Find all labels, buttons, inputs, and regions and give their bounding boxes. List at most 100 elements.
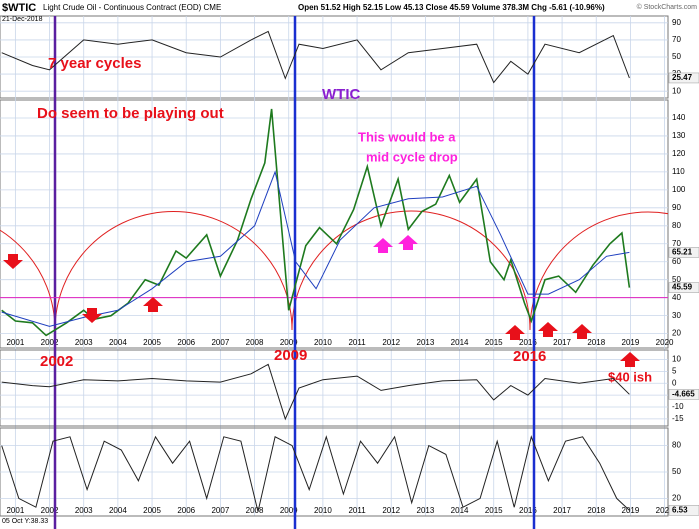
value-marker-box <box>668 72 699 84</box>
x-tick-label: 2012 <box>382 506 400 515</box>
x-tick-label: 2016 <box>519 338 537 347</box>
annotation: Do seem to be playing out <box>37 105 224 122</box>
x-tick-label: 2009 <box>280 506 298 515</box>
x-tick-label: 2005 <box>143 506 161 515</box>
y-tick-label: 10 <box>672 86 681 95</box>
instrument-name: Light Crude Oil - Continuous Contract (E… <box>43 3 221 12</box>
panel-frame <box>0 349 669 427</box>
series-line <box>1 363 630 421</box>
x-tick-label: 2018 <box>587 506 605 515</box>
x-tick-label: 2015 <box>485 338 503 347</box>
x-tick-label: 2013 <box>417 506 435 515</box>
value-marker-label: 25.47 <box>672 73 693 82</box>
x-tick-label: 2017 <box>553 506 571 515</box>
y-tick-label: 100 <box>672 185 686 194</box>
x-tick-label: 2002 <box>41 338 59 347</box>
cycle-arc <box>529 211 668 331</box>
annotation: WTIC <box>322 86 360 103</box>
x-tick-label: 2006 <box>177 338 195 347</box>
y-tick-label: 5 <box>672 366 677 375</box>
x-tick-label: 2014 <box>451 506 469 515</box>
x-tick-label: 2006 <box>177 506 195 515</box>
symbol: $WTIC <box>2 2 36 14</box>
value-marker-label: -4.665 <box>672 389 695 398</box>
y-tick-label: 30 <box>672 311 681 320</box>
value-marker-label: 6.53 <box>672 505 688 514</box>
y-tick-label: 20 <box>672 329 681 338</box>
value-marker-box <box>668 282 699 293</box>
copyright: © StockCharts.com <box>637 3 698 11</box>
value-marker-box <box>668 247 699 258</box>
quote: Open 51.52 High 52.15 Low 45.13 Close 45… <box>298 3 605 12</box>
y-tick-label: 130 <box>672 131 686 140</box>
y-tick-label: 20 <box>672 494 681 503</box>
x-tick-label: 2011 <box>348 338 366 347</box>
series-line <box>1 170 630 327</box>
cycle-arc <box>54 211 293 331</box>
up-arrow <box>373 238 393 253</box>
x-tick-label: 2007 <box>211 506 229 515</box>
value-marker-box <box>668 505 699 516</box>
y-tick-label: 50 <box>672 52 681 61</box>
x-tick-label: 2019 <box>622 506 640 515</box>
cycle-arc <box>0 229 56 331</box>
annotation: 2009 <box>274 347 307 364</box>
annotation: 7 year cycles <box>48 55 141 72</box>
x-tick-label: 2014 <box>451 338 469 347</box>
x-tick-label: 2008 <box>246 506 264 515</box>
y-tick-label: -10 <box>672 402 684 411</box>
x-tick-label: 2015 <box>485 506 503 515</box>
up-arrow <box>398 235 418 250</box>
x-tick-label: 2020 <box>656 506 674 515</box>
x-tick-label: 2017 <box>553 338 571 347</box>
panel-frame <box>0 99 669 349</box>
x-tick-label: 2019 <box>622 338 640 347</box>
y-tick-label: 10 <box>672 355 681 364</box>
x-tick-label: 2012 <box>382 338 400 347</box>
annotation: 2002 <box>40 353 73 370</box>
x-tick-label: 2008 <box>246 338 264 347</box>
x-tick-label: 2018 <box>587 338 605 347</box>
x-tick-label: 2020 <box>656 338 674 347</box>
down-arrow <box>3 254 23 269</box>
series-line <box>1 435 630 512</box>
up-arrow <box>505 325 525 340</box>
x-tick-label: 2009 <box>280 338 298 347</box>
annotation: mid cycle drop <box>366 149 458 164</box>
y-tick-label: 50 <box>672 275 681 284</box>
up-arrow <box>143 297 163 312</box>
x-tick-label: 2003 <box>75 338 93 347</box>
annotation: This would be a <box>358 129 456 144</box>
cursor-readout: 05 Oct Y:38.33 <box>2 518 48 525</box>
annotation: $40 ish <box>608 369 652 384</box>
value-marker-label: 45.59 <box>672 283 693 292</box>
y-tick-label: 140 <box>672 113 686 122</box>
down-arrow <box>82 308 102 323</box>
value-marker-box <box>668 389 699 400</box>
y-tick-label: 40 <box>672 293 681 302</box>
series-line <box>1 30 630 84</box>
up-arrow <box>572 324 592 339</box>
x-tick-label: 2016 <box>519 506 537 515</box>
x-tick-label: 2010 <box>314 338 332 347</box>
up-arrow <box>538 322 558 337</box>
y-tick-label: 120 <box>672 149 686 158</box>
y-tick-label: 50 <box>672 467 681 476</box>
up-arrow <box>620 352 640 367</box>
y-tick-label: -15 <box>672 414 684 423</box>
x-tick-label: 2011 <box>348 506 366 515</box>
y-tick-label: 90 <box>672 203 681 212</box>
y-tick-label: 70 <box>672 239 681 248</box>
y-tick-label: 60 <box>672 257 681 266</box>
x-tick-label: 2007 <box>211 338 229 347</box>
y-tick-label: 80 <box>672 441 681 450</box>
x-tick-label: 2001 <box>6 338 24 347</box>
x-tick-label: 2005 <box>143 338 161 347</box>
y-tick-label: 110 <box>672 167 685 176</box>
x-tick-label: 2002 <box>41 506 59 515</box>
x-tick-label: 2001 <box>6 506 24 515</box>
y-tick-label: 70 <box>672 35 681 44</box>
x-tick-label: 2003 <box>75 506 93 515</box>
